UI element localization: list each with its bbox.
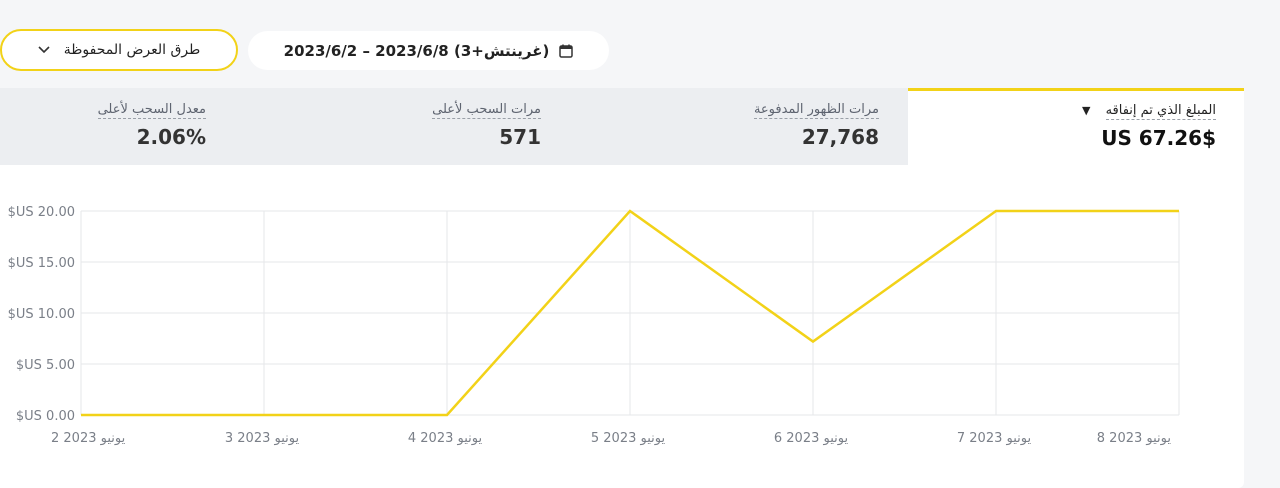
x-tick-label: 5 يونيو 2023 bbox=[591, 431, 666, 446]
caret-down-icon[interactable]: ▼ bbox=[1082, 104, 1091, 117]
metric-spend-value: $US 67.26 bbox=[1101, 126, 1216, 150]
y-tick-label: $US 10.00 bbox=[8, 307, 75, 322]
spend-series-line bbox=[81, 209, 1179, 417]
y-tick-label: $US 15.00 bbox=[8, 256, 75, 271]
metric-impressions-label: مرات الظهور المدفوعة bbox=[753, 102, 879, 119]
x-tick-label: 8 يونيو 2023 bbox=[1097, 431, 1172, 446]
report-card: معدل السحب لأعلى 2.06% مرات السحب لأعلى … bbox=[0, 88, 1244, 488]
metric-spend-label: المبلغ الذي تم إنفاقه bbox=[1105, 103, 1216, 120]
y-tick-label: $US 5.00 bbox=[16, 358, 75, 373]
metric-impressions[interactable]: مرات الظهور المدفوعة 27,768 bbox=[700, 88, 879, 165]
saved-views-label: طرق العرض المحفوظة bbox=[63, 42, 201, 58]
metric-rate[interactable]: معدل السحب لأعلى 2.06% bbox=[50, 88, 206, 165]
date-range-button[interactable]: 2023/6/2 – 2023/6/8 (غرينتش+3) bbox=[248, 31, 609, 70]
metric-swipes-label: مرات السحب لأعلى bbox=[432, 102, 541, 119]
metric-swipes-value: 571 bbox=[499, 125, 541, 149]
x-tick-label: 6 يونيو 2023 bbox=[774, 431, 849, 446]
date-range-label: 2023/6/2 – 2023/6/8 (غرينتش+3) bbox=[283, 41, 550, 60]
metric-swipes[interactable]: مرات السحب لأعلى 571 bbox=[380, 88, 541, 165]
y-tick-label: $US 0.00 bbox=[16, 409, 75, 424]
x-tick-label: 4 يونيو 2023 bbox=[408, 431, 483, 446]
calendar-icon bbox=[559, 44, 574, 58]
metric-impressions-value: 27,768 bbox=[801, 125, 879, 149]
metric-spend-label-row: المبلغ الذي تم إنفاقه ▼ bbox=[1082, 99, 1216, 120]
spend-line-chart: $US 0.00 $US 5.00 $US 10.00 $US 15.00 $US 20… bbox=[8, 205, 1180, 446]
x-tick-label: 7 يونيو 2023 bbox=[957, 431, 1032, 446]
metric-rate-value: 2.06% bbox=[136, 125, 206, 149]
x-tick-label: 2 يونيو 2023 bbox=[51, 431, 126, 446]
metric-spend[interactable]: المبلغ الذي تم إنفاقه ▼ $US 67.26 bbox=[908, 88, 1244, 165]
y-tick-label: $US 20.00 bbox=[8, 205, 75, 220]
saved-views-button[interactable]: طرق العرض المحفوظة bbox=[0, 29, 238, 71]
x-tick-label: 3 يونيو 2023 bbox=[225, 431, 300, 446]
toolbar: طرق العرض المحفوظة 2023/6/2 – 2023/6/8 (… bbox=[0, 0, 1280, 86]
metric-rate-label: معدل السحب لأعلى bbox=[97, 102, 206, 119]
chevron-down-icon bbox=[38, 46, 50, 54]
metrics-strip bbox=[0, 88, 908, 165]
